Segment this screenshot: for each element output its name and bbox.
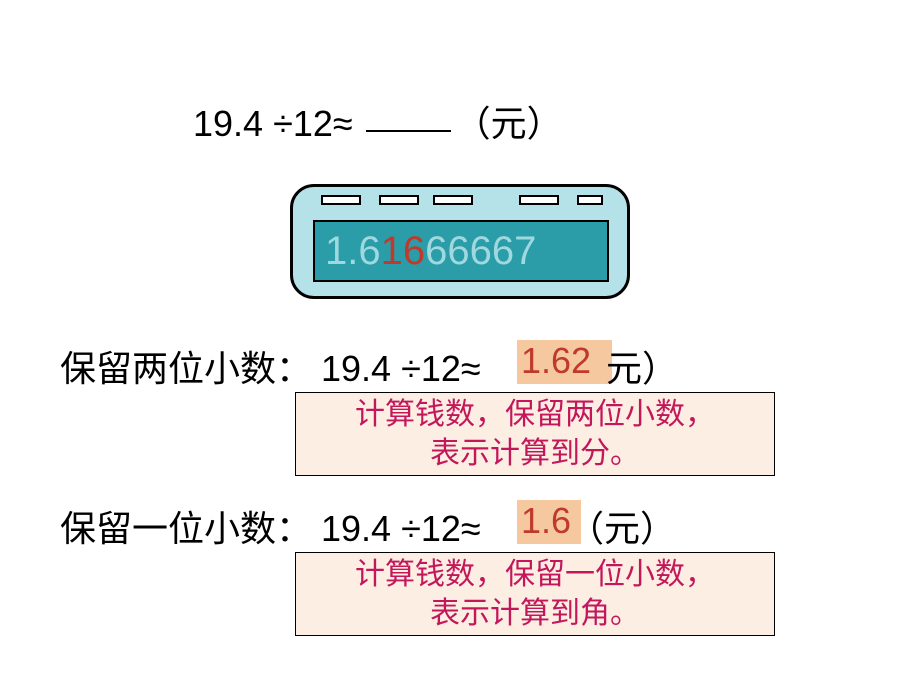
note1-line-a: 计算钱数，保留两位小数， [355, 395, 715, 434]
note2-line-b: 表示计算到角。 [430, 594, 640, 633]
row2-answer: 1.62 [521, 340, 591, 382]
calculator: 1.61666667 [290, 184, 630, 299]
calc-button-bar [293, 195, 627, 215]
eq-top-blank [366, 130, 451, 132]
calc-display-mid: 16 [381, 229, 426, 274]
row2-expr: 19.4 ÷12≈ [321, 348, 481, 389]
note1-line-b: 表示计算到分。 [430, 434, 640, 473]
eq-top-expr: 19.4 ÷12≈ [193, 103, 353, 144]
calc-screen: 1.61666667 [313, 220, 609, 282]
calc-button [519, 195, 559, 205]
row3-label: 保留一位小数： [60, 509, 312, 549]
row2-label: 保留两位小数： [60, 349, 312, 389]
row3-answer: 1.6 [521, 500, 571, 542]
calc-button [577, 195, 603, 205]
equation-top: 19.4 ÷12≈ （元） [193, 95, 563, 147]
calc-button [321, 195, 361, 205]
calc-display-post: 66667 [425, 229, 536, 274]
eq-top-unit: （元） [455, 104, 563, 144]
calc-button [379, 195, 419, 205]
row2-unit: 元） [606, 340, 678, 392]
row-one-decimal: 保留一位小数： 19.4 ÷12≈ [60, 500, 481, 552]
calc-button [433, 195, 473, 205]
calc-display-pre: 1.6 [325, 229, 381, 274]
row-two-decimals: 保留两位小数： 19.4 ÷12≈ [60, 340, 481, 392]
note2-line-a: 计算钱数，保留一位小数， [355, 555, 715, 594]
note-box-1: 计算钱数，保留两位小数， 表示计算到分。 [295, 392, 775, 476]
row3-unit: （元） [568, 500, 676, 552]
row3-expr: 19.4 ÷12≈ [321, 508, 481, 549]
note-box-2: 计算钱数，保留一位小数， 表示计算到角。 [295, 552, 775, 636]
